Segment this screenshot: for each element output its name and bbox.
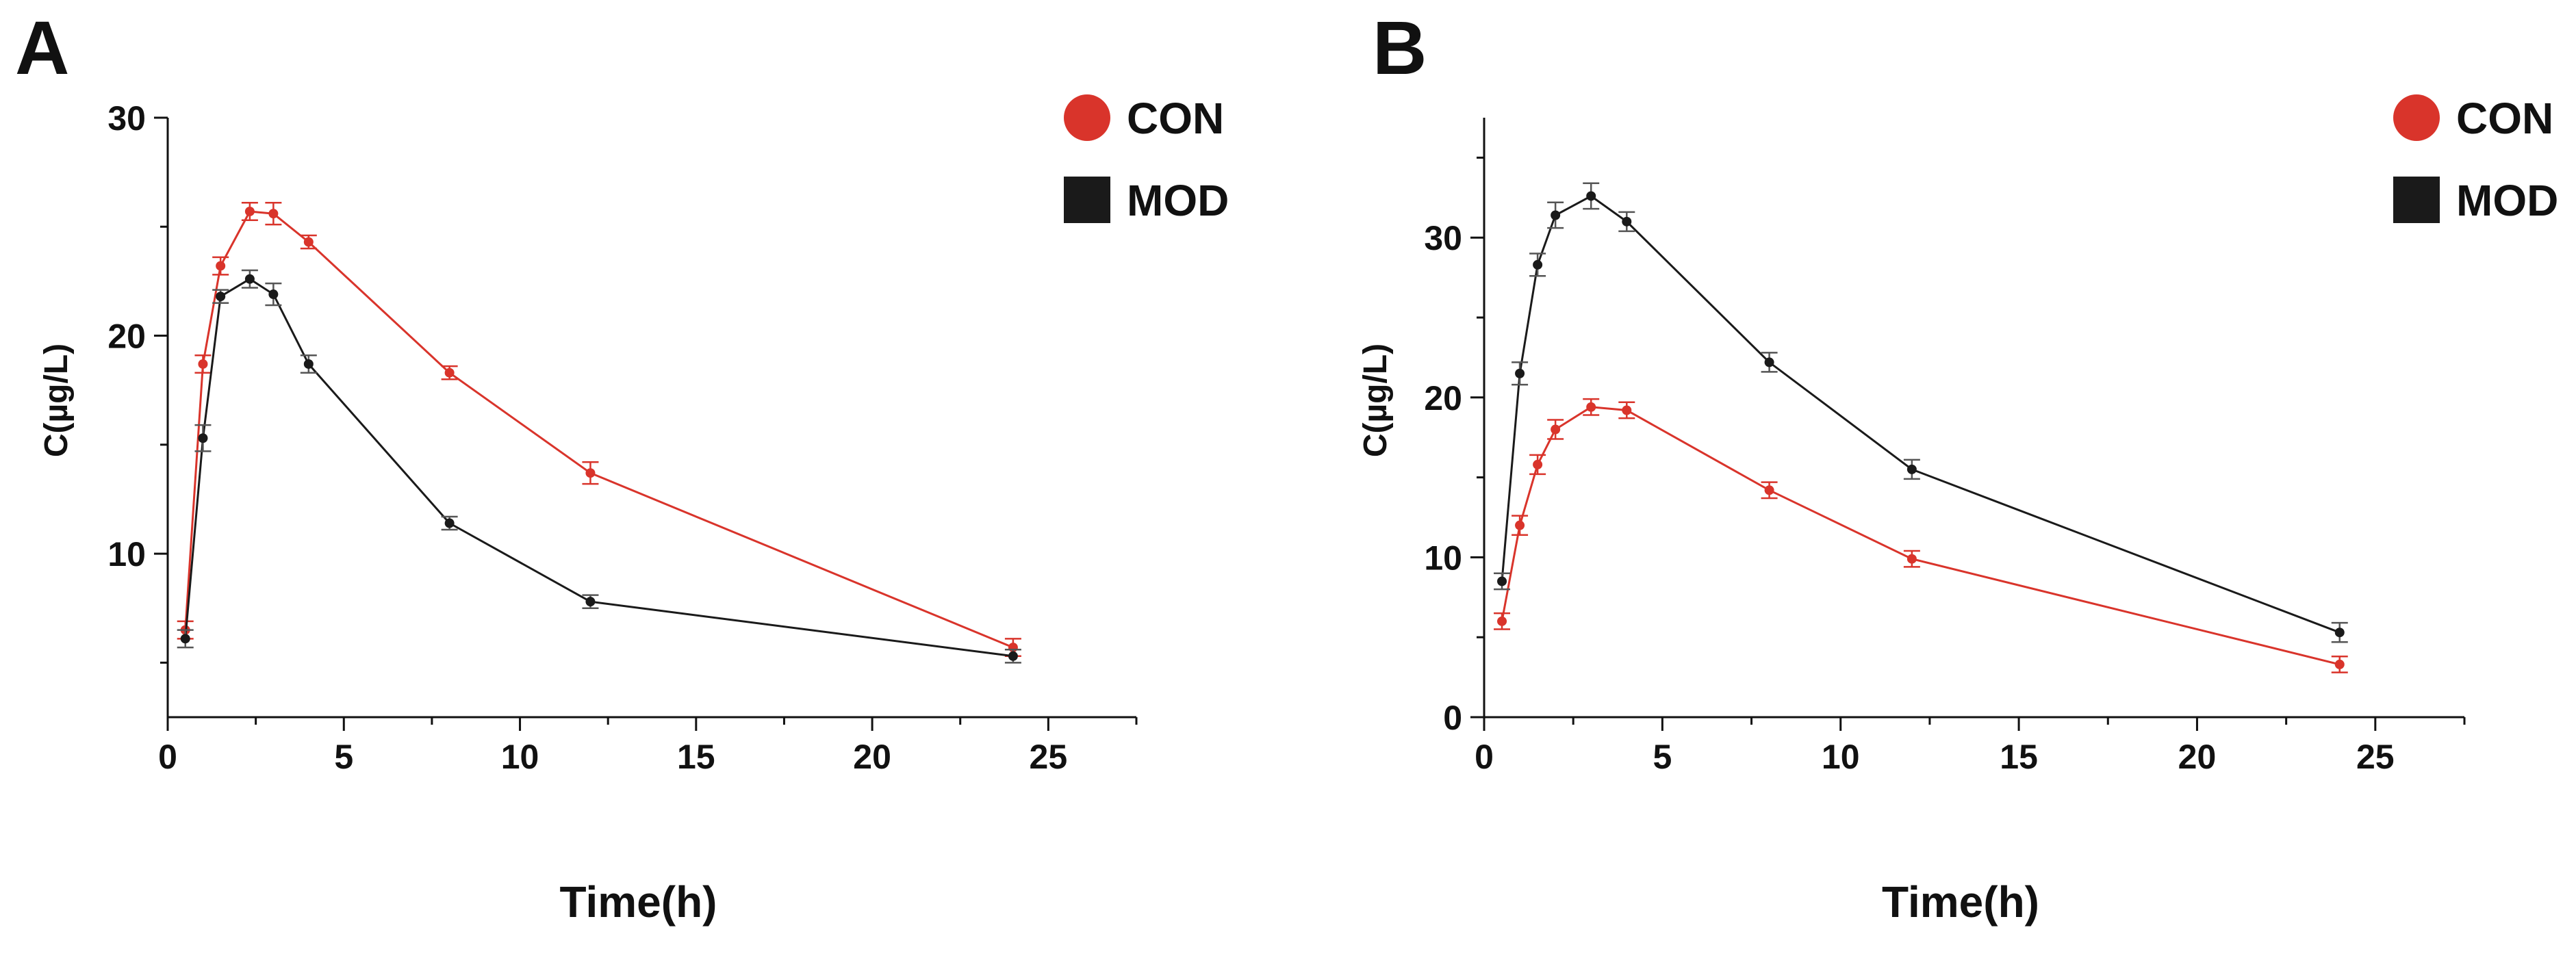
data-point <box>2334 659 2345 669</box>
x-tick-label: 20 <box>853 738 891 776</box>
series-line-con <box>1501 406 2341 666</box>
y-axis-title: C(µg/L) <box>1357 344 1394 457</box>
legend-label-mod: MOD <box>2456 176 2558 225</box>
legend-marker-mod <box>1064 177 1110 223</box>
data-point <box>303 359 314 369</box>
x-axis-title: Time(h) <box>1882 877 2039 927</box>
y-tick-label: 0 <box>1443 699 1462 737</box>
data-point <box>268 289 279 300</box>
data-point <box>1008 651 1018 661</box>
data-point <box>1551 424 1561 435</box>
data-point <box>303 237 314 247</box>
data-point <box>198 433 208 443</box>
data-point <box>444 367 455 378</box>
legend-marker-con <box>1064 94 1110 141</box>
y-tick-label: 30 <box>1424 219 1462 257</box>
legend-label-mod: MOD <box>1127 176 1229 225</box>
panel-a: A 0 5 10 15 20 25 10 20 30 Time(h) C(µg/L) CON MOD <box>15 6 1229 927</box>
data-point <box>1907 554 1917 564</box>
legend-label-con: CON <box>2456 94 2553 143</box>
data-point <box>268 209 279 219</box>
data-point <box>216 292 226 302</box>
data-point <box>1764 485 1774 495</box>
data-point <box>1586 191 1596 201</box>
y-tick-label: 10 <box>107 535 146 573</box>
x-tick-label: 5 <box>1653 738 1672 776</box>
data-point <box>585 597 596 607</box>
data-point <box>180 634 190 644</box>
data-point <box>1907 464 1917 474</box>
data-point <box>244 206 255 216</box>
x-tick-label: 25 <box>1030 738 1068 776</box>
y-axis-title: C(µg/L) <box>38 344 75 457</box>
data-point <box>244 274 255 284</box>
x-tick-label: 10 <box>1822 738 1860 776</box>
x-tick-label: 15 <box>677 738 715 776</box>
y-tick-label: 10 <box>1424 539 1462 577</box>
data-point <box>444 518 455 528</box>
data-point <box>1622 216 1632 227</box>
series-con <box>177 201 1021 658</box>
data-point <box>1551 210 1561 220</box>
data-point <box>1622 405 1632 415</box>
x-tick-label: 10 <box>501 738 539 776</box>
data-point <box>1497 616 1507 626</box>
data-point <box>198 359 208 369</box>
panel-letter: A <box>15 6 69 90</box>
x-tick-label: 5 <box>334 738 353 776</box>
legend-marker-mod <box>2393 177 2440 223</box>
x-tick-label: 15 <box>2000 738 2038 776</box>
data-point <box>1497 576 1507 586</box>
data-point <box>1515 520 1525 530</box>
data-point <box>216 261 226 271</box>
series-mod <box>177 269 1021 664</box>
data-point <box>585 468 596 478</box>
legend-label-con: CON <box>1127 94 1224 143</box>
panel-letter: B <box>1373 6 1427 90</box>
panel-b: B 0 5 10 15 20 25 0 10 20 30 Time(h) C(µg/L) CON MOD <box>1357 6 2558 927</box>
x-tick-label: 0 <box>1475 738 1494 776</box>
x-tick-label: 25 <box>2356 738 2395 776</box>
y-tick-label: 20 <box>1424 379 1462 417</box>
legend-marker-con <box>2393 94 2440 141</box>
x-tick-label: 20 <box>2178 738 2217 776</box>
series-mod <box>1494 182 2348 643</box>
data-point <box>1533 259 1543 270</box>
data-point <box>1764 357 1774 367</box>
data-point <box>1515 368 1525 378</box>
series-con <box>1494 398 2348 673</box>
data-point <box>1533 459 1543 469</box>
data-point <box>2334 628 2345 638</box>
y-tick-label: 30 <box>107 99 146 138</box>
series-line-con <box>184 210 1014 649</box>
x-tick-label: 0 <box>158 738 177 776</box>
series-line-mod <box>184 277 1014 658</box>
y-tick-label: 20 <box>107 318 146 356</box>
data-point <box>1586 402 1596 412</box>
x-axis-title: Time(h) <box>560 877 717 927</box>
